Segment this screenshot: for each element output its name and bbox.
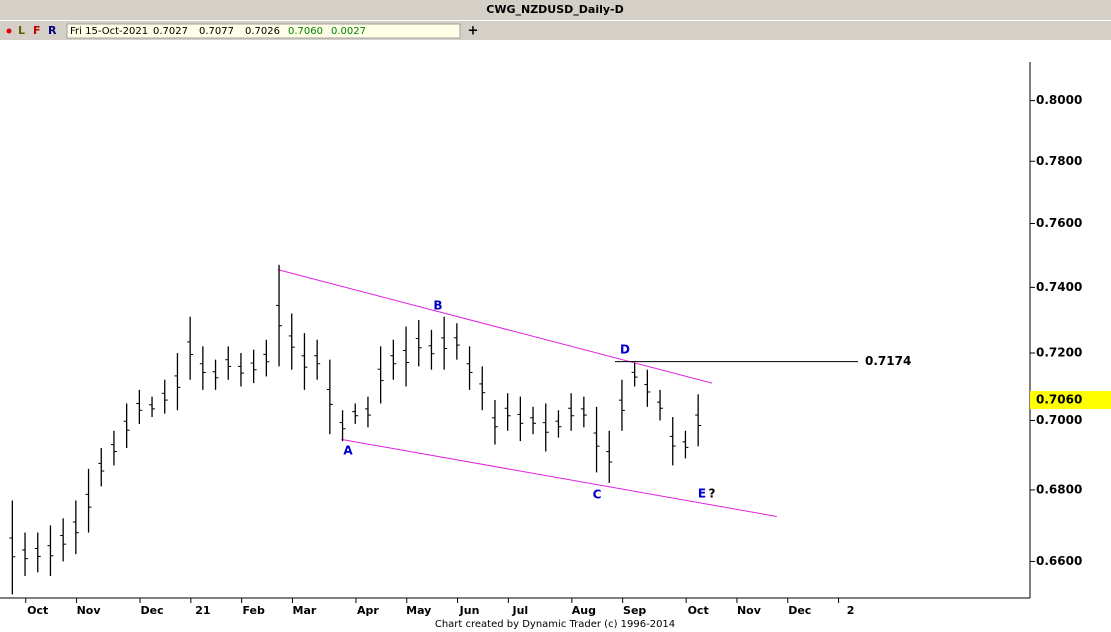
level-label: 0.7174 (865, 354, 911, 368)
y-tick-label: 0.6600 (1036, 554, 1082, 568)
y-tick-label: 0.7000 (1036, 413, 1082, 427)
y-tick-label: 0.7800 (1036, 154, 1082, 168)
x-tick-label: Mar (293, 604, 317, 617)
chart-title: CWG_NZDUSD_Daily-D (486, 3, 624, 16)
x-tick-label: May (406, 604, 431, 617)
x-tick-label: Nov (737, 604, 762, 617)
x-tick-label: Jun (459, 604, 480, 617)
x-tick-label: Apr (357, 604, 379, 617)
title-bar (0, 0, 1111, 20)
last-price-label: 0.7060 (1036, 393, 1082, 407)
add-button[interactable]: + (468, 24, 479, 39)
info-open: 0.7027 (153, 26, 188, 37)
flag-f: F (33, 24, 41, 37)
x-tick-label: Nov (77, 604, 102, 617)
trendline (341, 438, 777, 517)
trendline (277, 269, 713, 384)
x-tick-label: 2 (847, 604, 855, 617)
last-price-box (1030, 391, 1111, 410)
wave-label: A (343, 444, 353, 458)
info-low: 0.7026 (245, 26, 280, 37)
x-tick-label: Jul (511, 604, 528, 617)
x-tick-label: Dec (788, 604, 811, 617)
y-tick-label: 0.7400 (1036, 280, 1082, 294)
wave-label: C (593, 488, 602, 502)
wave-label: D (620, 343, 630, 357)
x-tick-label: Oct (27, 604, 48, 617)
wave-label: B (433, 299, 442, 313)
info-close: 0.7060 (288, 26, 323, 37)
x-tick-label: Feb (242, 604, 265, 617)
x-tick-label: Oct (688, 604, 709, 617)
x-tick-label: Dec (140, 604, 163, 617)
info-date: Fri 15-Oct-2021 (70, 26, 148, 37)
status-dot (6, 28, 12, 34)
wave-label: ? (709, 487, 716, 501)
info-high: 0.7077 (199, 26, 234, 37)
flag-l: L (18, 24, 25, 37)
footer: Chart created by Dynamic Trader (c) 1996… (435, 619, 675, 630)
y-tick-label: 0.7600 (1036, 216, 1082, 230)
info-field (66, 23, 461, 39)
wave-label: E (698, 487, 706, 501)
x-tick-label: 21 (195, 604, 210, 617)
x-tick-label: Sep (623, 604, 646, 617)
flag-r: R (48, 24, 57, 37)
y-tick-label: 0.6800 (1036, 482, 1082, 496)
x-tick-label: Aug (572, 604, 596, 617)
y-tick-label: 0.7200 (1036, 345, 1082, 359)
y-tick-label: 0.8000 (1036, 93, 1082, 107)
info-change: 0.0027 (331, 26, 366, 37)
